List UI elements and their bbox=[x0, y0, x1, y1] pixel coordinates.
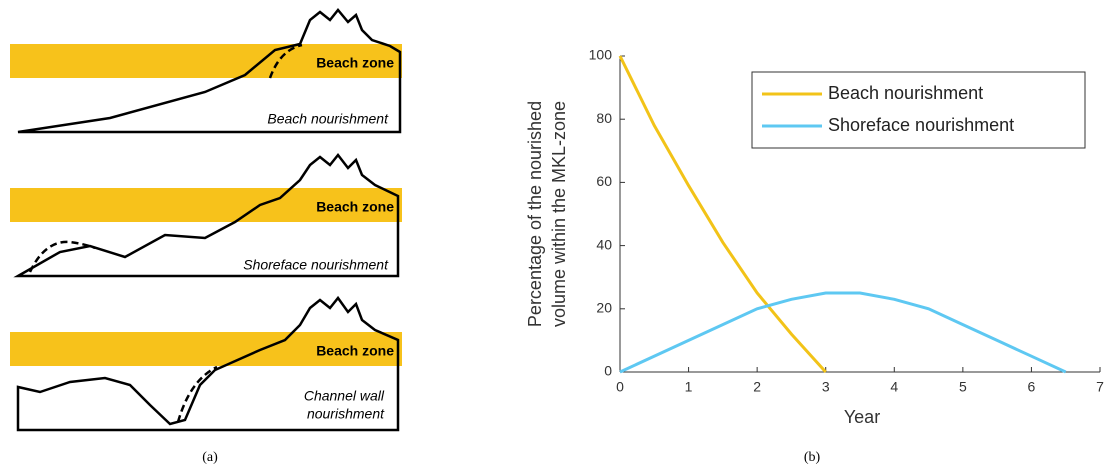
y-tick-label: 80 bbox=[596, 110, 612, 126]
x-tick-label: 6 bbox=[1028, 379, 1036, 395]
y-tick-label: 40 bbox=[596, 236, 612, 252]
nourishment-profile bbox=[268, 43, 303, 79]
y-tick-label: 100 bbox=[589, 47, 613, 63]
panel-label: Beach nourishment bbox=[267, 111, 389, 127]
x-tick-label: 2 bbox=[753, 379, 761, 395]
profile bbox=[16, 295, 400, 432]
beach-zone-band bbox=[10, 332, 402, 366]
x-axis-label: Year bbox=[844, 407, 880, 427]
panel-label: Channel wall bbox=[304, 388, 385, 404]
panel-label: nourishment bbox=[307, 406, 385, 422]
legend-label: Beach nourishment bbox=[828, 83, 983, 103]
y-axis-label: volume within the MKL-zone bbox=[549, 101, 569, 327]
zone-label: Beach zone bbox=[316, 343, 394, 359]
series-line bbox=[618, 55, 827, 374]
zone-label: Beach zone bbox=[316, 199, 394, 215]
beach-zone-band bbox=[10, 188, 402, 222]
nourishment-profile bbox=[28, 240, 96, 273]
x-tick-label: 0 bbox=[616, 379, 624, 395]
profile bbox=[17, 8, 402, 134]
x-tick-label: 4 bbox=[890, 379, 898, 395]
x-tick-label: 5 bbox=[959, 379, 967, 395]
nourishment-profile bbox=[176, 365, 218, 423]
y-tick-label: 60 bbox=[596, 173, 612, 189]
panel-a bbox=[10, 8, 402, 432]
x-tick-label: 3 bbox=[822, 379, 830, 395]
zone-label: Beach zone bbox=[316, 55, 394, 71]
caption: (b) bbox=[804, 450, 821, 465]
caption: (a) bbox=[202, 450, 218, 465]
y-tick-label: 0 bbox=[604, 363, 612, 379]
legend-box bbox=[751, 71, 1086, 149]
profile bbox=[13, 152, 400, 278]
beach-zone-band bbox=[10, 44, 402, 78]
series-line bbox=[619, 291, 1067, 374]
y-tick-label: 20 bbox=[596, 300, 612, 316]
x-tick-label: 1 bbox=[685, 379, 693, 395]
x-tick-label: 7 bbox=[1096, 379, 1104, 395]
legend-label: Shoreface nourishment bbox=[828, 115, 1014, 135]
panel-label: Shoreface nourishment bbox=[243, 257, 389, 273]
y-axis-label: Percentage of the nourished bbox=[525, 101, 545, 327]
